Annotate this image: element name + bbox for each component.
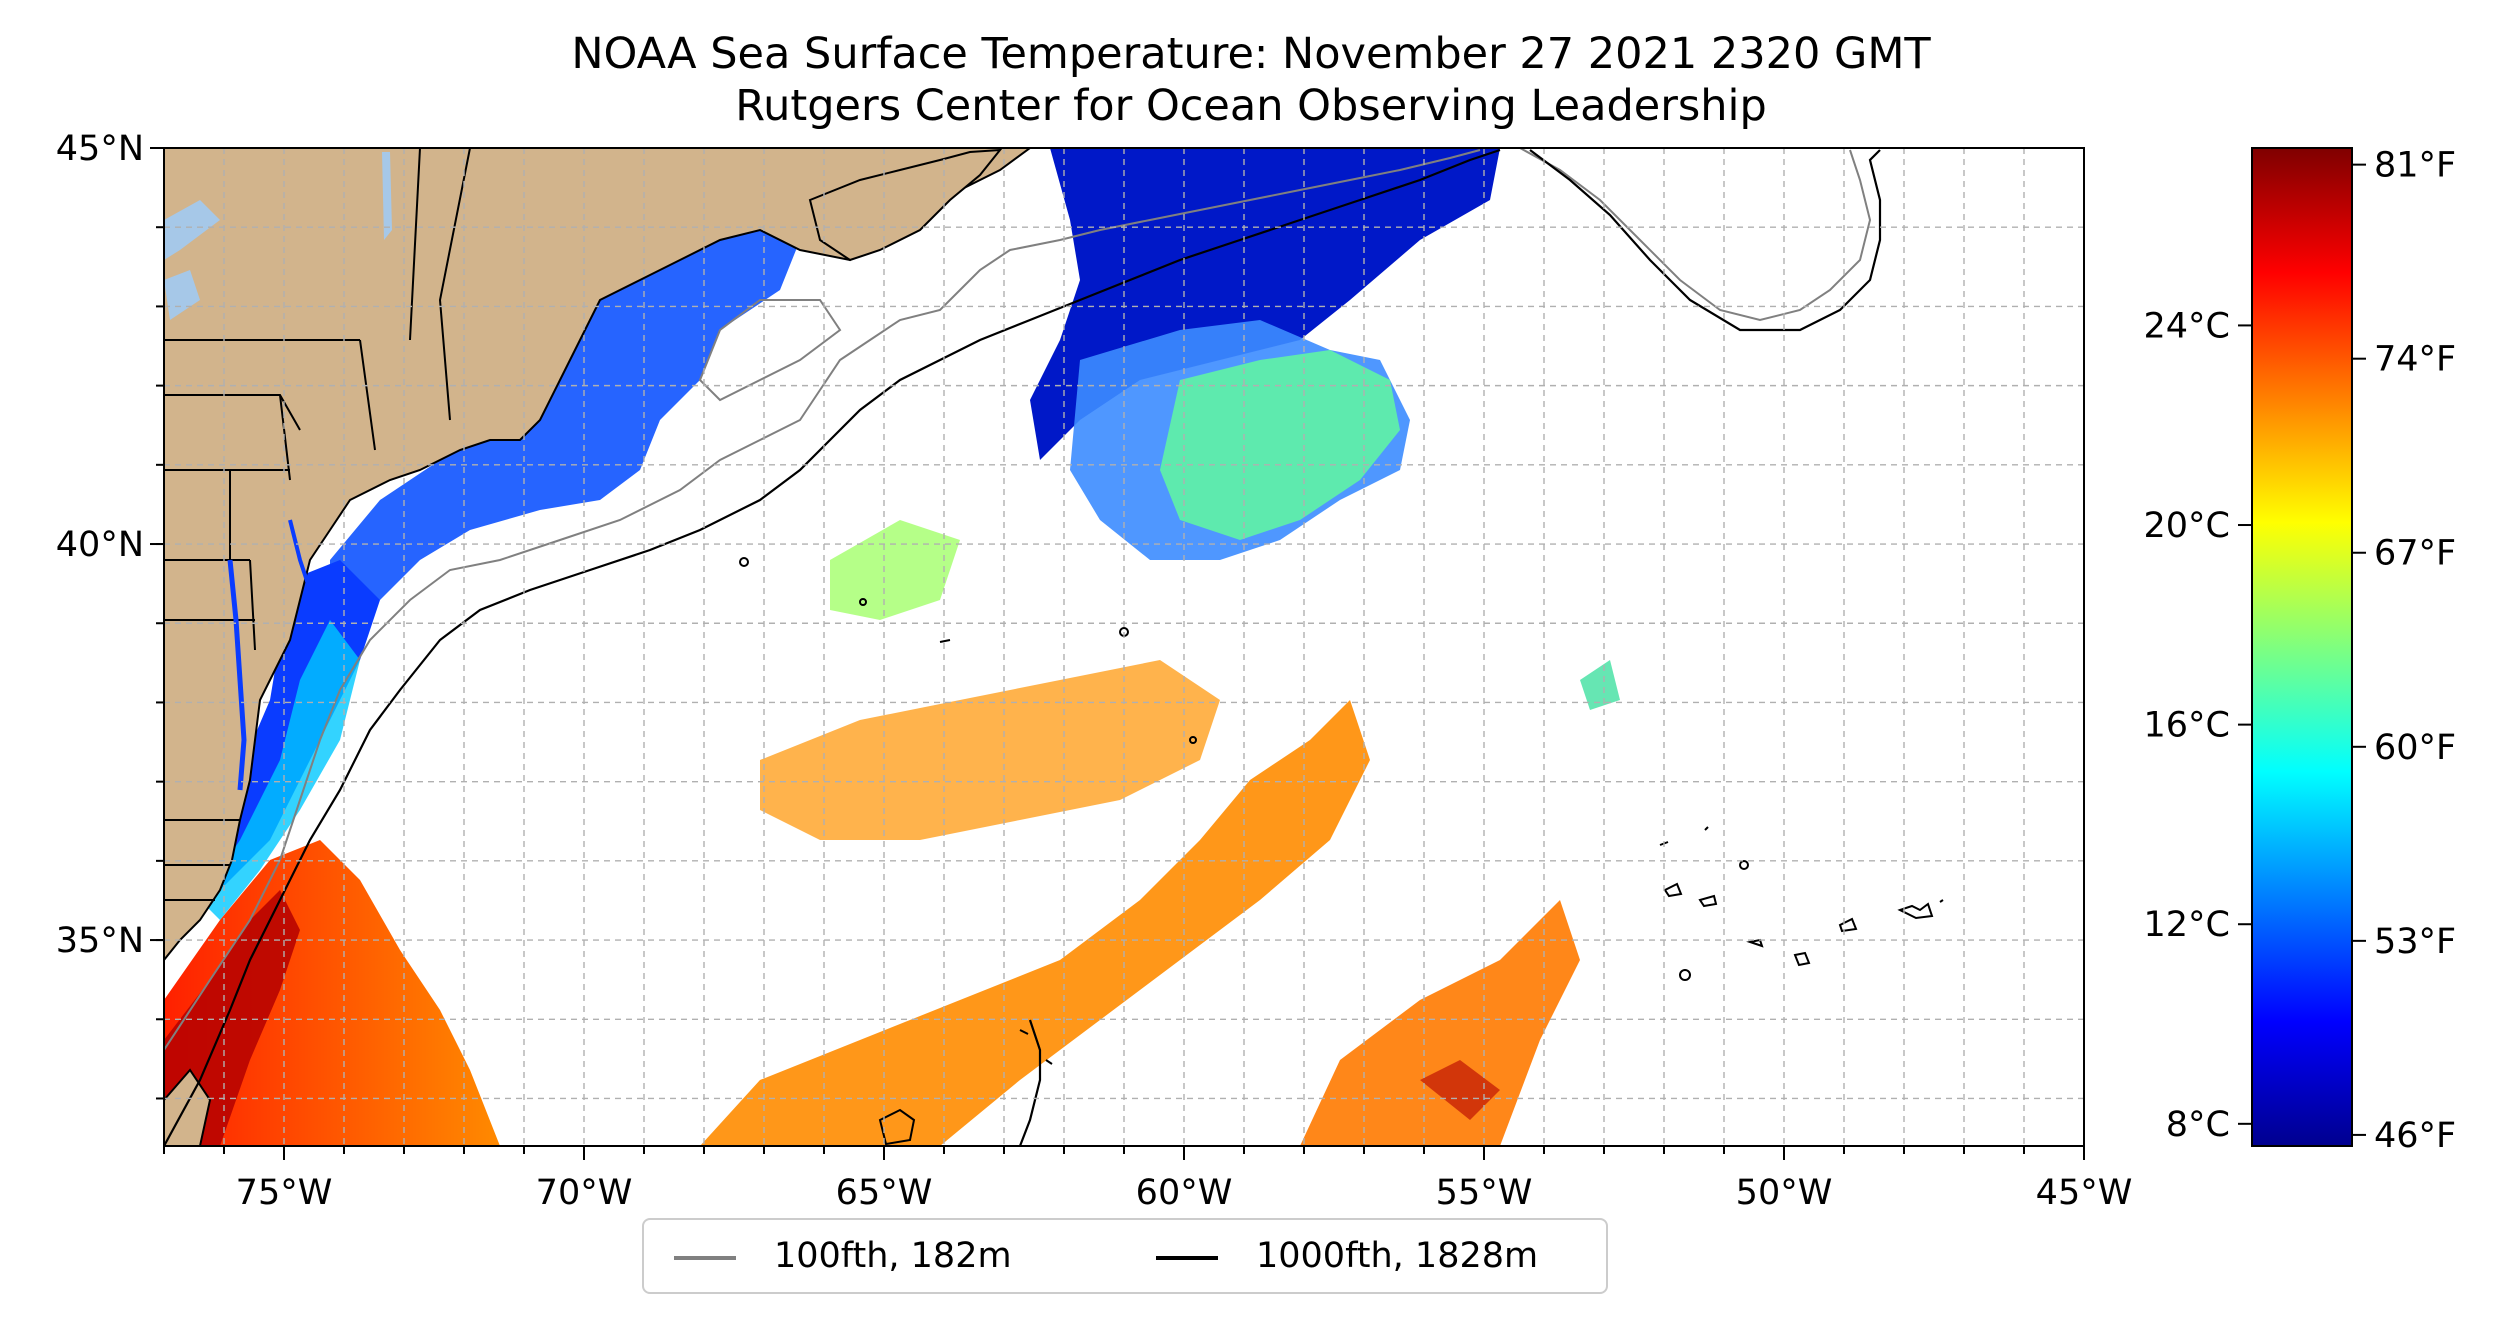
x-tick-label: 55°W xyxy=(1436,1173,1533,1213)
graticule xyxy=(164,148,2084,1146)
colorbar-f-label: 53°F xyxy=(2374,922,2456,962)
sst-offshore-green xyxy=(830,520,960,620)
sst-patch-far-east xyxy=(1580,660,1620,710)
delaware-bay xyxy=(288,519,312,591)
legend-label-100fth: 100fth, 182m xyxy=(774,1236,1012,1276)
sst-layer xyxy=(164,148,1620,1146)
x-tick-label: 65°W xyxy=(836,1173,933,1213)
colorbar-f-label: 81°F xyxy=(2374,146,2456,186)
colorbar-c-label: 24°C xyxy=(2144,306,2230,346)
contour-100fth xyxy=(164,148,1872,1051)
seamount-contours xyxy=(739,557,1944,1146)
contour-1000fth xyxy=(164,148,1882,1146)
contour-legend: 100fth, 182m 1000fth, 1828m xyxy=(642,1218,1608,1294)
sst-offshore-warm-2 xyxy=(1300,900,1580,1146)
y-tick-label: 40°N xyxy=(56,525,144,565)
sst-shelf-cold xyxy=(330,210,800,620)
sst-coastal-warm xyxy=(200,620,360,920)
y-tick-label: 45°N xyxy=(56,129,144,169)
colorbar-f-label: 60°F xyxy=(2374,728,2456,768)
lake-ontario-edge xyxy=(164,270,200,320)
sst-dark-patch xyxy=(1420,1060,1500,1120)
x-tick-label: 70°W xyxy=(536,1173,633,1213)
map-title: NOAA Sea Surface Temperature: November 2… xyxy=(571,29,1931,79)
sst-nova-scotia-cold xyxy=(1030,148,1500,460)
colorbar-c-label: 12°C xyxy=(2144,905,2230,945)
y-tick-label: 35°N xyxy=(56,921,144,961)
bathymetry-contours xyxy=(164,148,1944,1146)
colorbar xyxy=(2251,147,2353,1147)
sst-gulfstream-core xyxy=(164,840,500,1146)
colorbar-f-label: 74°F xyxy=(2374,340,2456,380)
sst-offshore-warm-1 xyxy=(700,700,1370,1146)
x-tick-label: 45°W xyxy=(2036,1173,2133,1213)
map-subtitle: Rutgers Center for Ocean Observing Leade… xyxy=(735,81,1767,131)
legend-label-1000fth: 1000fth, 1828m xyxy=(1256,1236,1539,1276)
colorbar-ticks: 81°F 74°F 67°F 60°F 53°F 46°F 24°C 20°C 16°C 12°C… xyxy=(2144,146,2457,1156)
map-axis-ticks: 75°W 70°W 65°W 60°W 55°W 50°W 45°W 45°N 40°N 35°N xyxy=(56,129,2133,1213)
x-tick-label: 75°W xyxy=(236,1173,333,1213)
x-tick-label: 50°W xyxy=(1736,1173,1833,1213)
sst-mid-green xyxy=(1160,350,1400,540)
land-nova-scotia xyxy=(808,148,1003,262)
legend-swatch-1000fth xyxy=(1156,1256,1218,1260)
colorbar-c-label: 8°C xyxy=(2166,1105,2230,1145)
sst-offshore-warm-3 xyxy=(760,660,1220,840)
state-borders xyxy=(164,148,471,901)
colorbar-c-label: 20°C xyxy=(2144,506,2230,546)
legend-swatch-100fth xyxy=(674,1256,736,1260)
colorbar-f-label: 46°F xyxy=(2374,1116,2456,1156)
lake-champlain xyxy=(382,152,392,240)
chesapeake-bay xyxy=(227,559,247,791)
land-layer xyxy=(164,148,1032,1146)
lake-erie-edge xyxy=(164,200,220,260)
colorbar-f-label: 67°F xyxy=(2374,534,2456,574)
colorbar-c-label: 16°C xyxy=(2144,706,2230,746)
x-tick-label: 60°W xyxy=(1136,1173,1233,1213)
